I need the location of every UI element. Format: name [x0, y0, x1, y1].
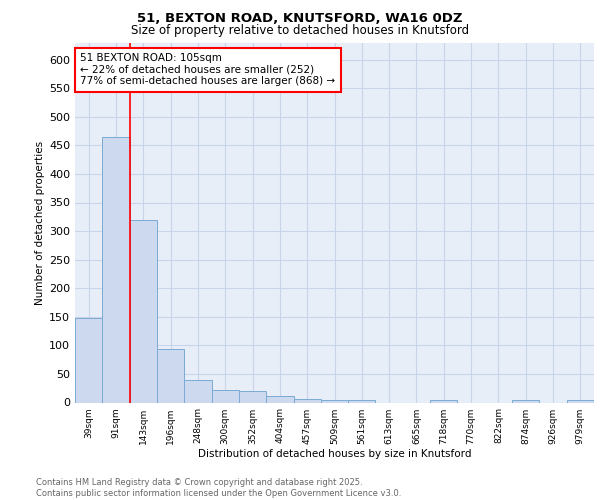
- Bar: [130, 220, 157, 402]
- Text: Size of property relative to detached houses in Knutsford: Size of property relative to detached ho…: [131, 24, 469, 37]
- Bar: [430, 400, 457, 402]
- Bar: [348, 400, 376, 402]
- Bar: [157, 350, 184, 403]
- Bar: [184, 380, 212, 402]
- Bar: [212, 390, 239, 402]
- Text: Contains HM Land Registry data © Crown copyright and database right 2025.
Contai: Contains HM Land Registry data © Crown c…: [36, 478, 401, 498]
- Bar: [321, 400, 348, 402]
- Text: 51, BEXTON ROAD, KNUTSFORD, WA16 0DZ: 51, BEXTON ROAD, KNUTSFORD, WA16 0DZ: [137, 12, 463, 26]
- Y-axis label: Number of detached properties: Number of detached properties: [35, 140, 45, 304]
- Text: 51 BEXTON ROAD: 105sqm
← 22% of detached houses are smaller (252)
77% of semi-de: 51 BEXTON ROAD: 105sqm ← 22% of detached…: [80, 54, 335, 86]
- Bar: [512, 400, 539, 402]
- X-axis label: Distribution of detached houses by size in Knutsford: Distribution of detached houses by size …: [198, 450, 471, 460]
- Bar: [293, 398, 321, 402]
- Bar: [103, 137, 130, 402]
- Bar: [75, 318, 103, 402]
- Bar: [566, 400, 594, 402]
- Bar: [266, 396, 293, 402]
- Bar: [239, 390, 266, 402]
